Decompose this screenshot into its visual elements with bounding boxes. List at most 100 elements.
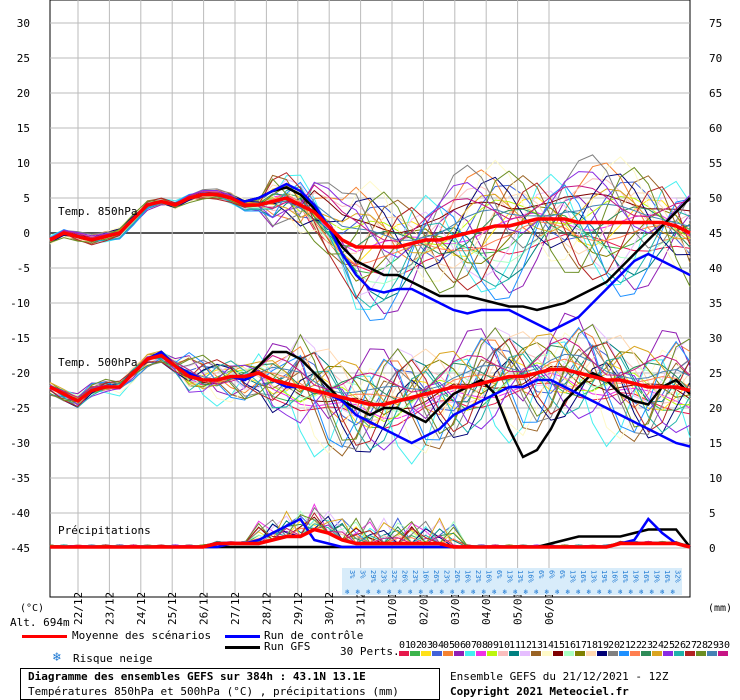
left-tick-label: -30: [10, 437, 30, 450]
pert-t500-line: [49, 338, 691, 446]
legend-perts-label: 30 Perts.: [340, 645, 400, 658]
x-tick-label: 01/01: [386, 592, 399, 625]
snowflake-icon: ❄: [671, 588, 675, 596]
pert-number: 25: [663, 640, 675, 651]
pert-number: 06: [454, 640, 466, 651]
right-tick-label: 0: [709, 542, 716, 555]
pert-color-swatch: [531, 651, 541, 656]
snowflake-icon: ❄: [608, 588, 612, 596]
pert-t500-line: [49, 323, 691, 441]
snow-risk-value: 26%: [401, 570, 409, 583]
right-tick-label: 55: [709, 157, 722, 170]
pert-number: 08: [476, 640, 488, 651]
snow-risk-value: 13%: [506, 570, 514, 583]
legend-mean-label: Moyenne des scénarios: [72, 629, 212, 642]
section-label-t850: Temp. 850hPa: [58, 205, 137, 218]
right-tick-label: 15: [709, 437, 722, 450]
right-tick-label: 40: [709, 262, 722, 275]
snowflake-icon: ❄: [471, 588, 475, 596]
x-tick-label: 25/12: [166, 592, 179, 625]
x-tick-label: 05/01: [512, 592, 525, 625]
snowflake-icon: ❄: [618, 588, 622, 596]
perturbation-color-legend: 0102030405060708091011121314151617181920…: [399, 640, 730, 656]
footer-box: [20, 668, 440, 700]
snowflake-icon: ❄: [524, 588, 528, 596]
mean-t500-line: [49, 353, 691, 407]
pert-number: 02: [410, 640, 422, 651]
snow-risk-value: 26%: [432, 570, 440, 583]
left-tick-label: -25: [10, 402, 30, 415]
pert-color-swatch: [421, 651, 431, 656]
pert-color-swatch: [696, 651, 706, 656]
snow-risk-value: 16%: [422, 570, 430, 583]
snowflake-icon: ❄: [461, 588, 465, 596]
pert-t850-line: [49, 191, 691, 315]
pert-t500-line: [49, 353, 691, 451]
pert-color-swatch: [410, 651, 420, 656]
pert-color-swatch: [608, 651, 618, 656]
left-tick-label: 10: [17, 157, 30, 170]
copyright: Copyright 2021 Meteociel.fr: [450, 685, 629, 698]
snowflake-icon: ❄: [534, 588, 538, 596]
pert-color-swatch: [663, 651, 673, 656]
snow-risk-value: 6%: [537, 570, 545, 579]
left-tick-label: -45: [10, 542, 30, 555]
pert-number: 07: [465, 640, 477, 651]
snowflake-icon: ❄: [545, 588, 549, 596]
pert-number: 16: [564, 640, 576, 651]
left-tick-label: -15: [10, 332, 30, 345]
pert-number: 09: [487, 640, 499, 651]
left-axis-ticks: 30 25 20 15 10 5 0 -5 -10 -15 -20 -25 -30 -35 -40 -45: [10, 17, 30, 555]
pert-color-swatch: [586, 651, 596, 656]
left-tick-label: -35: [10, 472, 30, 485]
pert-number: 11: [509, 640, 521, 651]
right-tick-label: 60: [709, 122, 722, 135]
snow-risk-value: 13%: [569, 570, 577, 583]
left-tick-label: -5: [17, 262, 30, 275]
snow-risk-value: 13%: [516, 570, 524, 583]
snowflake-icon: ❄: [450, 588, 454, 596]
legend-mean-swatch: [22, 635, 67, 638]
pert-color-swatch: [476, 651, 486, 656]
pert-color-swatch: [707, 651, 717, 656]
snow-risk-value: 32%: [674, 570, 682, 583]
pert-color-swatch: [520, 651, 530, 656]
snowflake-icon: ❄: [650, 588, 654, 596]
pert-t500-line: [49, 323, 691, 418]
snowflake-icon: ❄: [566, 588, 570, 596]
pert-number: 05: [443, 640, 455, 651]
x-tick-label: 29/12: [292, 592, 305, 625]
pert-number: 20: [608, 640, 620, 651]
snow-risk-value: 16%: [663, 570, 671, 583]
x-tick-label: 28/12: [260, 592, 273, 625]
snowflake-icon: ❄: [398, 588, 402, 596]
left-tick-label: 5: [23, 192, 30, 205]
right-tick-label: 50: [709, 192, 722, 205]
pert-color-swatch: [619, 651, 629, 656]
pert-color-swatch: [564, 651, 574, 656]
pert-number: 23: [641, 640, 653, 651]
pert-number: 22: [630, 640, 642, 651]
snowflake-icon: ❄: [356, 588, 360, 596]
plot-area: [49, 0, 691, 598]
pert-color-swatch: [399, 651, 409, 656]
x-tick-label: 22/12: [72, 592, 85, 625]
snowflake-icon: ❄: [492, 588, 496, 596]
right-tick-label: 75: [709, 17, 722, 30]
pert-number: 21: [619, 640, 631, 651]
snowflake-icon: ❄: [503, 588, 507, 596]
snow-risk-value: 23%: [411, 570, 419, 583]
pert-number: 12: [520, 640, 532, 651]
pert-number: 14: [542, 640, 554, 651]
pert-color-swatch: [509, 651, 519, 656]
pert-number: 18: [586, 640, 598, 651]
snow-risk-value: 16%: [621, 570, 629, 583]
snowflake-icon: ❄: [629, 588, 633, 596]
snowflake-icon: ❄: [555, 588, 559, 596]
pert-color-swatch: [487, 651, 497, 656]
snow-risk-value: 16%: [611, 570, 619, 583]
right-axis-unit: (mm): [708, 603, 732, 614]
pert-color-swatch: [597, 651, 607, 656]
snowflake-icon: ❄: [408, 588, 412, 596]
